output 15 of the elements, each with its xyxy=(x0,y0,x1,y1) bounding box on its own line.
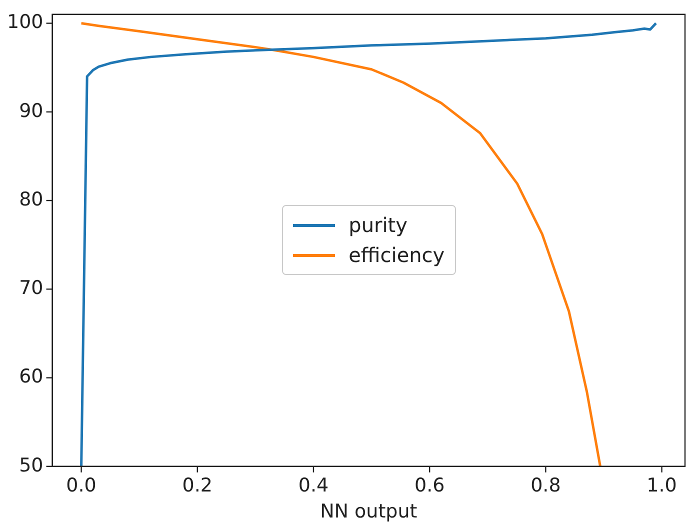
y-tick-label: 70 xyxy=(19,277,44,300)
x-tick-label: 0.6 xyxy=(414,474,445,497)
y-tick-label: 50 xyxy=(19,454,44,476)
legend-label: purity xyxy=(348,213,408,238)
y-tick-label: 60 xyxy=(19,366,44,388)
y-tick-label: 80 xyxy=(19,188,44,210)
x-tick-label: 0.2 xyxy=(182,474,212,497)
x-tick-label: 1.0 xyxy=(646,474,677,497)
x-tick-label: 0.4 xyxy=(298,474,329,497)
x-tick-label: 0.0 xyxy=(66,474,96,497)
y-tick-label: 90 xyxy=(19,100,44,122)
legend-label: efficiency xyxy=(348,243,445,268)
x-axis-title: NN output xyxy=(320,500,418,523)
x-tick-label: 0.8 xyxy=(530,474,561,497)
y-tick-label: 100 xyxy=(7,11,44,34)
